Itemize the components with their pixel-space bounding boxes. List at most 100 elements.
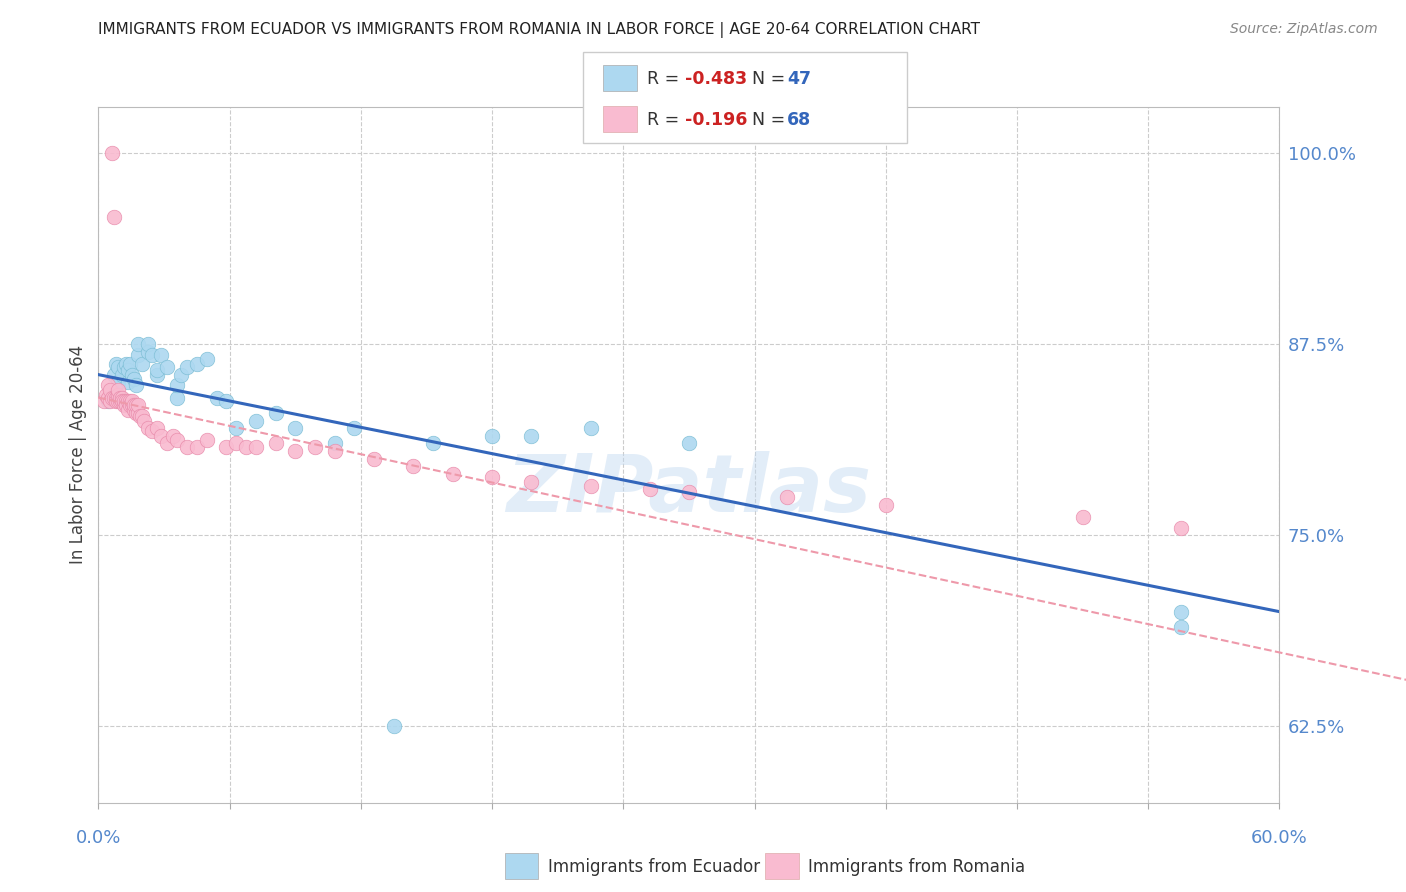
Point [125,378,148,392]
Point [111,393,134,408]
Point [363,451,385,466]
Point [186,440,208,454]
Point [245,413,267,427]
Point [101,391,124,405]
Point [111,368,134,382]
Point [127,337,149,351]
Point [284,421,307,435]
Point [520,475,543,489]
Text: ZIPatlas: ZIPatlas [506,450,872,529]
Point [107,359,129,374]
Point [118,393,141,408]
Point [520,429,543,443]
Point [678,436,700,450]
Point [121,398,143,412]
Point [141,424,163,438]
Point [146,368,169,382]
Point [108,393,131,408]
Point [98,383,121,397]
Point [117,363,139,377]
Point [323,436,346,450]
Point [105,391,128,405]
Point [107,387,129,401]
Point [1170,605,1192,619]
Point [875,498,897,512]
Point [441,467,464,481]
Point [215,393,238,408]
Point [136,337,159,351]
Text: N =: N = [752,70,792,88]
Point [115,398,138,412]
Point [107,383,129,397]
Point [245,440,267,454]
Text: 68: 68 [787,112,811,129]
Point [112,398,135,412]
Point [304,440,326,454]
Point [323,444,346,458]
Point [97,391,120,405]
Point [117,376,139,390]
Point [112,359,135,374]
Point [97,393,120,408]
Point [264,406,287,420]
Point [131,409,153,423]
Point [96,387,118,401]
Point [132,413,155,427]
Point [127,398,149,412]
Point [127,406,149,420]
Point [284,444,307,458]
Text: 0.0%: 0.0% [76,829,121,847]
Text: Source: ZipAtlas.com: Source: ZipAtlas.com [1230,22,1378,37]
Point [166,434,188,448]
Point [146,421,169,435]
Point [122,372,145,386]
Point [105,357,128,371]
Point [141,348,163,362]
Point [264,436,287,450]
Point [97,378,120,392]
Point [402,459,425,474]
Point [112,393,135,408]
Point [225,436,247,450]
Point [103,210,125,224]
Point [166,378,188,392]
Point [121,393,143,408]
Point [176,359,198,374]
Point [131,357,153,371]
Text: R =: R = [647,112,685,129]
Point [215,440,238,454]
Point [122,402,145,417]
Point [156,359,179,374]
Point [176,440,198,454]
Point [678,485,700,500]
Point [166,391,188,405]
Point [1170,520,1192,534]
Point [125,406,148,420]
Point [225,421,247,435]
Point [1170,620,1192,634]
Point [343,421,366,435]
Point [93,393,115,408]
Point [118,398,141,412]
Point [776,490,799,504]
Point [117,402,139,417]
Point [117,393,139,408]
Point [118,357,141,371]
Point [121,368,143,382]
Point [103,368,125,382]
Point [115,393,138,408]
Point [579,421,602,435]
Point [105,393,128,408]
Point [579,479,602,493]
Point [98,393,121,408]
Point [195,352,218,367]
Point [101,145,124,160]
Point [205,391,228,405]
Text: 60.0%: 60.0% [1251,829,1308,847]
Point [1071,509,1094,524]
Point [146,363,169,377]
Point [638,483,661,497]
Text: -0.196: -0.196 [685,112,747,129]
Point [103,391,125,405]
Point [122,398,145,412]
